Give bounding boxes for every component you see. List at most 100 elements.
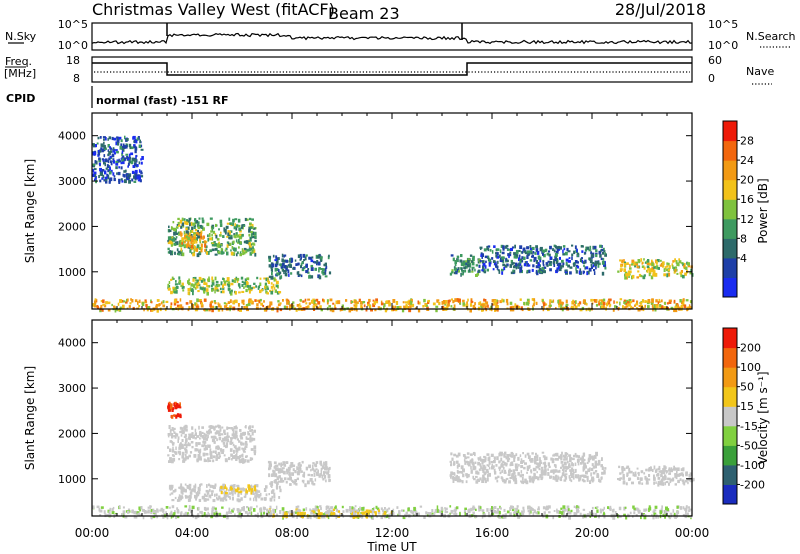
heatmap-cell — [621, 467, 625, 470]
heatmap-cell — [206, 285, 209, 288]
heatmap-cell — [673, 465, 675, 469]
heatmap-cell — [532, 305, 534, 308]
heatmap-cell — [589, 257, 592, 261]
heatmap-cell — [172, 446, 174, 451]
heatmap-cell — [560, 306, 563, 311]
heatmap-cell — [122, 506, 125, 509]
heatmap-cell — [444, 507, 446, 510]
heatmap-cell — [539, 259, 542, 263]
heatmap-cell — [638, 273, 642, 277]
heatmap-cell — [203, 240, 207, 244]
heatmap-cell — [499, 507, 502, 510]
heatmap-cell — [297, 254, 301, 258]
heatmap-cell — [591, 463, 594, 467]
heatmap-cell — [515, 249, 519, 254]
heatmap-cell — [200, 248, 203, 253]
heatmap-cell — [621, 259, 624, 263]
heatmap-cell — [152, 510, 156, 513]
heatmap-cell — [472, 304, 476, 309]
heatmap-cell — [209, 484, 212, 488]
heatmap-cell — [184, 235, 187, 239]
heatmap-cell — [310, 259, 314, 263]
heatmap-cell — [310, 474, 313, 477]
heatmap-cell — [254, 299, 257, 302]
heatmap-cell — [123, 145, 126, 148]
heatmap-cell — [116, 139, 120, 144]
heatmap-cell — [233, 248, 236, 252]
heatmap-cell — [512, 269, 516, 274]
heatmap-cell — [535, 452, 537, 456]
heatmap-cell — [576, 254, 579, 257]
heatmap-cell — [211, 276, 214, 281]
heatmap-cell — [186, 231, 190, 236]
heatmap-cell — [215, 493, 218, 496]
heatmap-cell — [285, 461, 289, 464]
heatmap-cell — [539, 474, 542, 478]
heatmap-cell — [574, 300, 577, 304]
heatmap-cell — [247, 287, 251, 291]
heatmap-cell — [491, 299, 495, 303]
heatmap-cell — [206, 251, 210, 255]
heatmap-cell — [237, 241, 240, 244]
heatmap-cell — [670, 478, 674, 482]
heatmap-cell — [503, 462, 506, 466]
heatmap-cell — [172, 221, 175, 224]
heatmap-cell — [596, 463, 600, 466]
heatmap-cell — [490, 305, 492, 310]
heatmap-cell — [312, 298, 315, 302]
heatmap-cell — [196, 253, 200, 258]
heatmap-cell — [485, 260, 487, 263]
heatmap-cell — [529, 506, 533, 511]
heatmap-cell — [517, 456, 520, 461]
heatmap-cell — [301, 470, 303, 473]
heatmap-cell — [263, 506, 266, 510]
heatmap-cell — [483, 455, 486, 458]
heatmap-cell — [203, 512, 206, 517]
heatmap-cell — [321, 270, 324, 274]
heatmap-cell — [370, 308, 373, 312]
heatmap-cell — [269, 505, 272, 510]
heatmap-cell — [218, 228, 220, 231]
heatmap-cell — [625, 515, 628, 520]
heatmap-cell — [284, 273, 288, 277]
heatmap-cell — [528, 269, 531, 274]
heatmap-cell — [526, 301, 529, 306]
heatmap-cell — [105, 167, 108, 170]
heatmap-cell — [305, 306, 309, 309]
heatmap-cell — [232, 507, 235, 511]
heatmap-cell — [107, 176, 110, 180]
heatmap-cell — [567, 460, 569, 464]
heatmap-cell — [629, 267, 632, 270]
heatmap-cell — [296, 515, 298, 519]
heatmap-cell — [128, 180, 131, 184]
heatmap-cell — [586, 478, 589, 482]
heatmap-cell — [564, 465, 567, 470]
heatmap-cell — [120, 161, 123, 165]
heatmap-cell — [118, 505, 121, 509]
heatmap-cell — [478, 302, 481, 306]
heatmap-cell — [251, 251, 254, 254]
heatmap-cell — [687, 506, 691, 509]
heatmap-cell — [471, 261, 475, 266]
heatmap-cell — [241, 453, 244, 458]
heatmap-cell — [557, 245, 560, 250]
heatmap-cell — [570, 509, 573, 513]
heatmap-cell — [181, 239, 184, 243]
heatmap-cell — [532, 298, 536, 301]
heatmap-cell — [223, 444, 226, 448]
heatmap-cell — [249, 440, 252, 443]
heatmap-cell — [302, 267, 305, 270]
heatmap-cell — [562, 509, 565, 513]
heatmap-cell — [111, 136, 114, 141]
heatmap-cell — [622, 305, 624, 310]
heatmap-cell — [372, 303, 376, 308]
heatmap-cell — [601, 457, 603, 461]
freq-trace — [92, 62, 692, 76]
heatmap-cell — [468, 268, 471, 272]
heatmap-cell — [208, 425, 211, 428]
heatmap-cell — [596, 473, 599, 476]
heatmap-cell — [511, 455, 514, 458]
heatmap-cell — [463, 260, 466, 265]
heatmap-cell — [122, 510, 126, 514]
heatmap-cell — [576, 266, 580, 269]
